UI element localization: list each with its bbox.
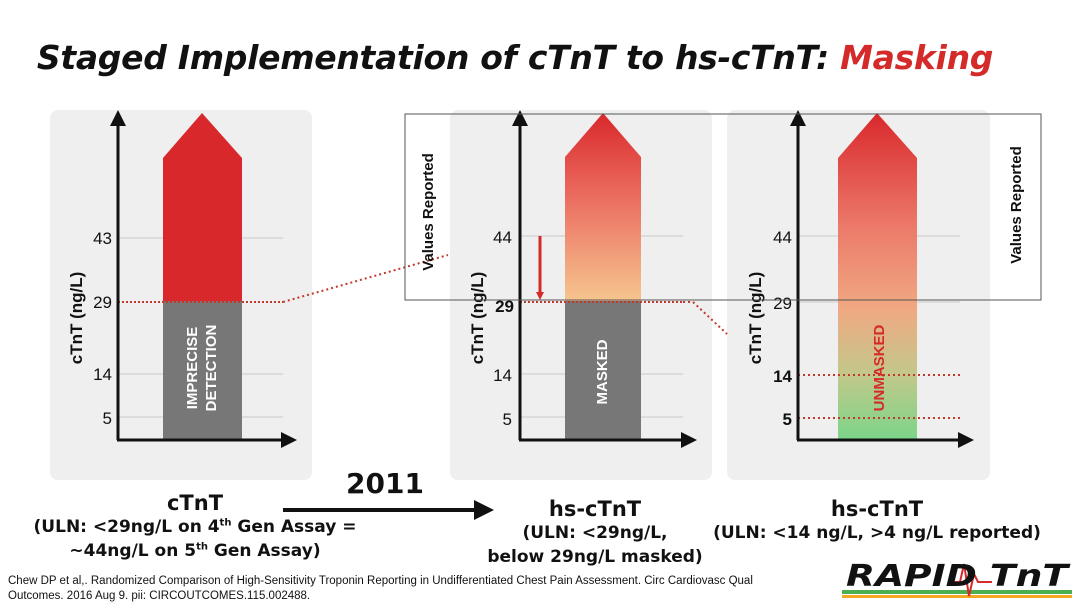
timeline-arrowhead	[474, 500, 494, 520]
reported-range-arrow	[838, 113, 917, 440]
y-axis-arrowhead	[790, 110, 806, 126]
tick-label-5: 5	[783, 410, 792, 429]
bar-label-line2: DETECTION	[203, 325, 220, 412]
citation-line-2: Outcomes. 2016 Aug 9. pii: CIRCOUTCOMES.…	[8, 590, 311, 602]
citation-line-1: Chew DP et al,. Randomized Comparison of…	[8, 575, 753, 587]
x-axis-arrowhead	[681, 432, 697, 448]
caption-line-2: below 29ng/L masked)	[487, 547, 703, 567]
tick-label-5: 5	[503, 410, 512, 429]
tick-label-5: 5	[103, 409, 112, 428]
year-label: 2011	[346, 467, 424, 500]
reported-range-arrow	[565, 113, 641, 301]
x-axis-arrowhead	[281, 432, 297, 448]
y-axis-arrowhead	[512, 110, 528, 126]
panel-1: 43 29 14 5 cTnT (ng/L) IMPRECISE DETECTI…	[67, 110, 297, 448]
tick-label-29: 29	[495, 297, 514, 316]
tick-label-44: 44	[493, 228, 512, 247]
y-axis-arrowhead	[110, 110, 126, 126]
caption-line-1: (ULN: <29ng/L,	[522, 523, 668, 543]
caption-line-1: (ULN: <29ng/L on 4th Gen Assay =	[33, 517, 357, 537]
connector-dotted-2	[683, 301, 728, 335]
caption-cTnT: cTnT (ULN: <29ng/L on 4th Gen Assay = ~4…	[30, 491, 360, 563]
imprecise-bar	[163, 301, 242, 440]
title-highlight: Masking	[840, 38, 994, 77]
values-reported-box	[404, 113, 1042, 301]
caption-name: hs-cTnT	[830, 497, 924, 521]
y-axis-label: cTnT (ng/L)	[468, 272, 487, 365]
tick-label-44: 44	[773, 228, 792, 247]
tick-label-29: 29	[93, 293, 112, 312]
title-main: Staged Implementation of cTnT to hs-cTnT…	[36, 38, 829, 77]
values-reported-label-left: Values Reported	[420, 153, 437, 271]
tick-label-43: 43	[93, 229, 112, 248]
rapid-tnt-logo: RAPID TnT	[842, 559, 1072, 598]
bar-label-line1: IMPRECISE	[184, 327, 201, 410]
bar-label: UNMASKED	[871, 325, 888, 412]
tick-label-14: 14	[93, 365, 112, 384]
slide-title: Staged Implementation of cTnT to hs-cTnT…	[0, 38, 1030, 77]
caption-line-2: ~44ng/L on 5th Gen Assay)	[69, 541, 321, 561]
y-axis-label: cTnT (ng/L)	[67, 272, 86, 365]
y-axis-label: cTnT (ng/L)	[746, 272, 765, 365]
panel-3: 44 29 14 5 cTnT (ng/L) UNMASKED	[746, 110, 974, 448]
masked-bar	[565, 301, 641, 440]
values-reported-label-right: Values Reported	[1008, 146, 1025, 264]
reported-range-arrow	[163, 113, 242, 301]
caption-hs-cTnT-unmasked: hs-cTnT (ULN: <14 ng/L, >4 ng/L reported…	[712, 497, 1042, 545]
citation: Chew DP et al,. Randomized Comparison of…	[8, 574, 808, 604]
caption-line-1: (ULN: <14 ng/L, >4 ng/L reported)	[713, 523, 1041, 543]
caption-name: cTnT	[166, 491, 224, 515]
x-axis-arrowhead	[958, 432, 974, 448]
tick-label-29: 29	[773, 294, 792, 313]
bar-label: MASKED	[594, 339, 611, 404]
tick-label-14: 14	[773, 367, 792, 386]
logo-text: RAPID TnT	[846, 559, 1071, 594]
tick-label-14: 14	[493, 366, 512, 385]
panel-2: 44 29 14 5 cTnT (ng/L) MASKED	[468, 110, 697, 448]
connector-dotted-1	[282, 254, 449, 303]
caption-hs-cTnT-masked: hs-cTnT (ULN: <29ng/L, below 29ng/L mask…	[470, 497, 720, 569]
caption-name: hs-cTnT	[548, 497, 642, 521]
